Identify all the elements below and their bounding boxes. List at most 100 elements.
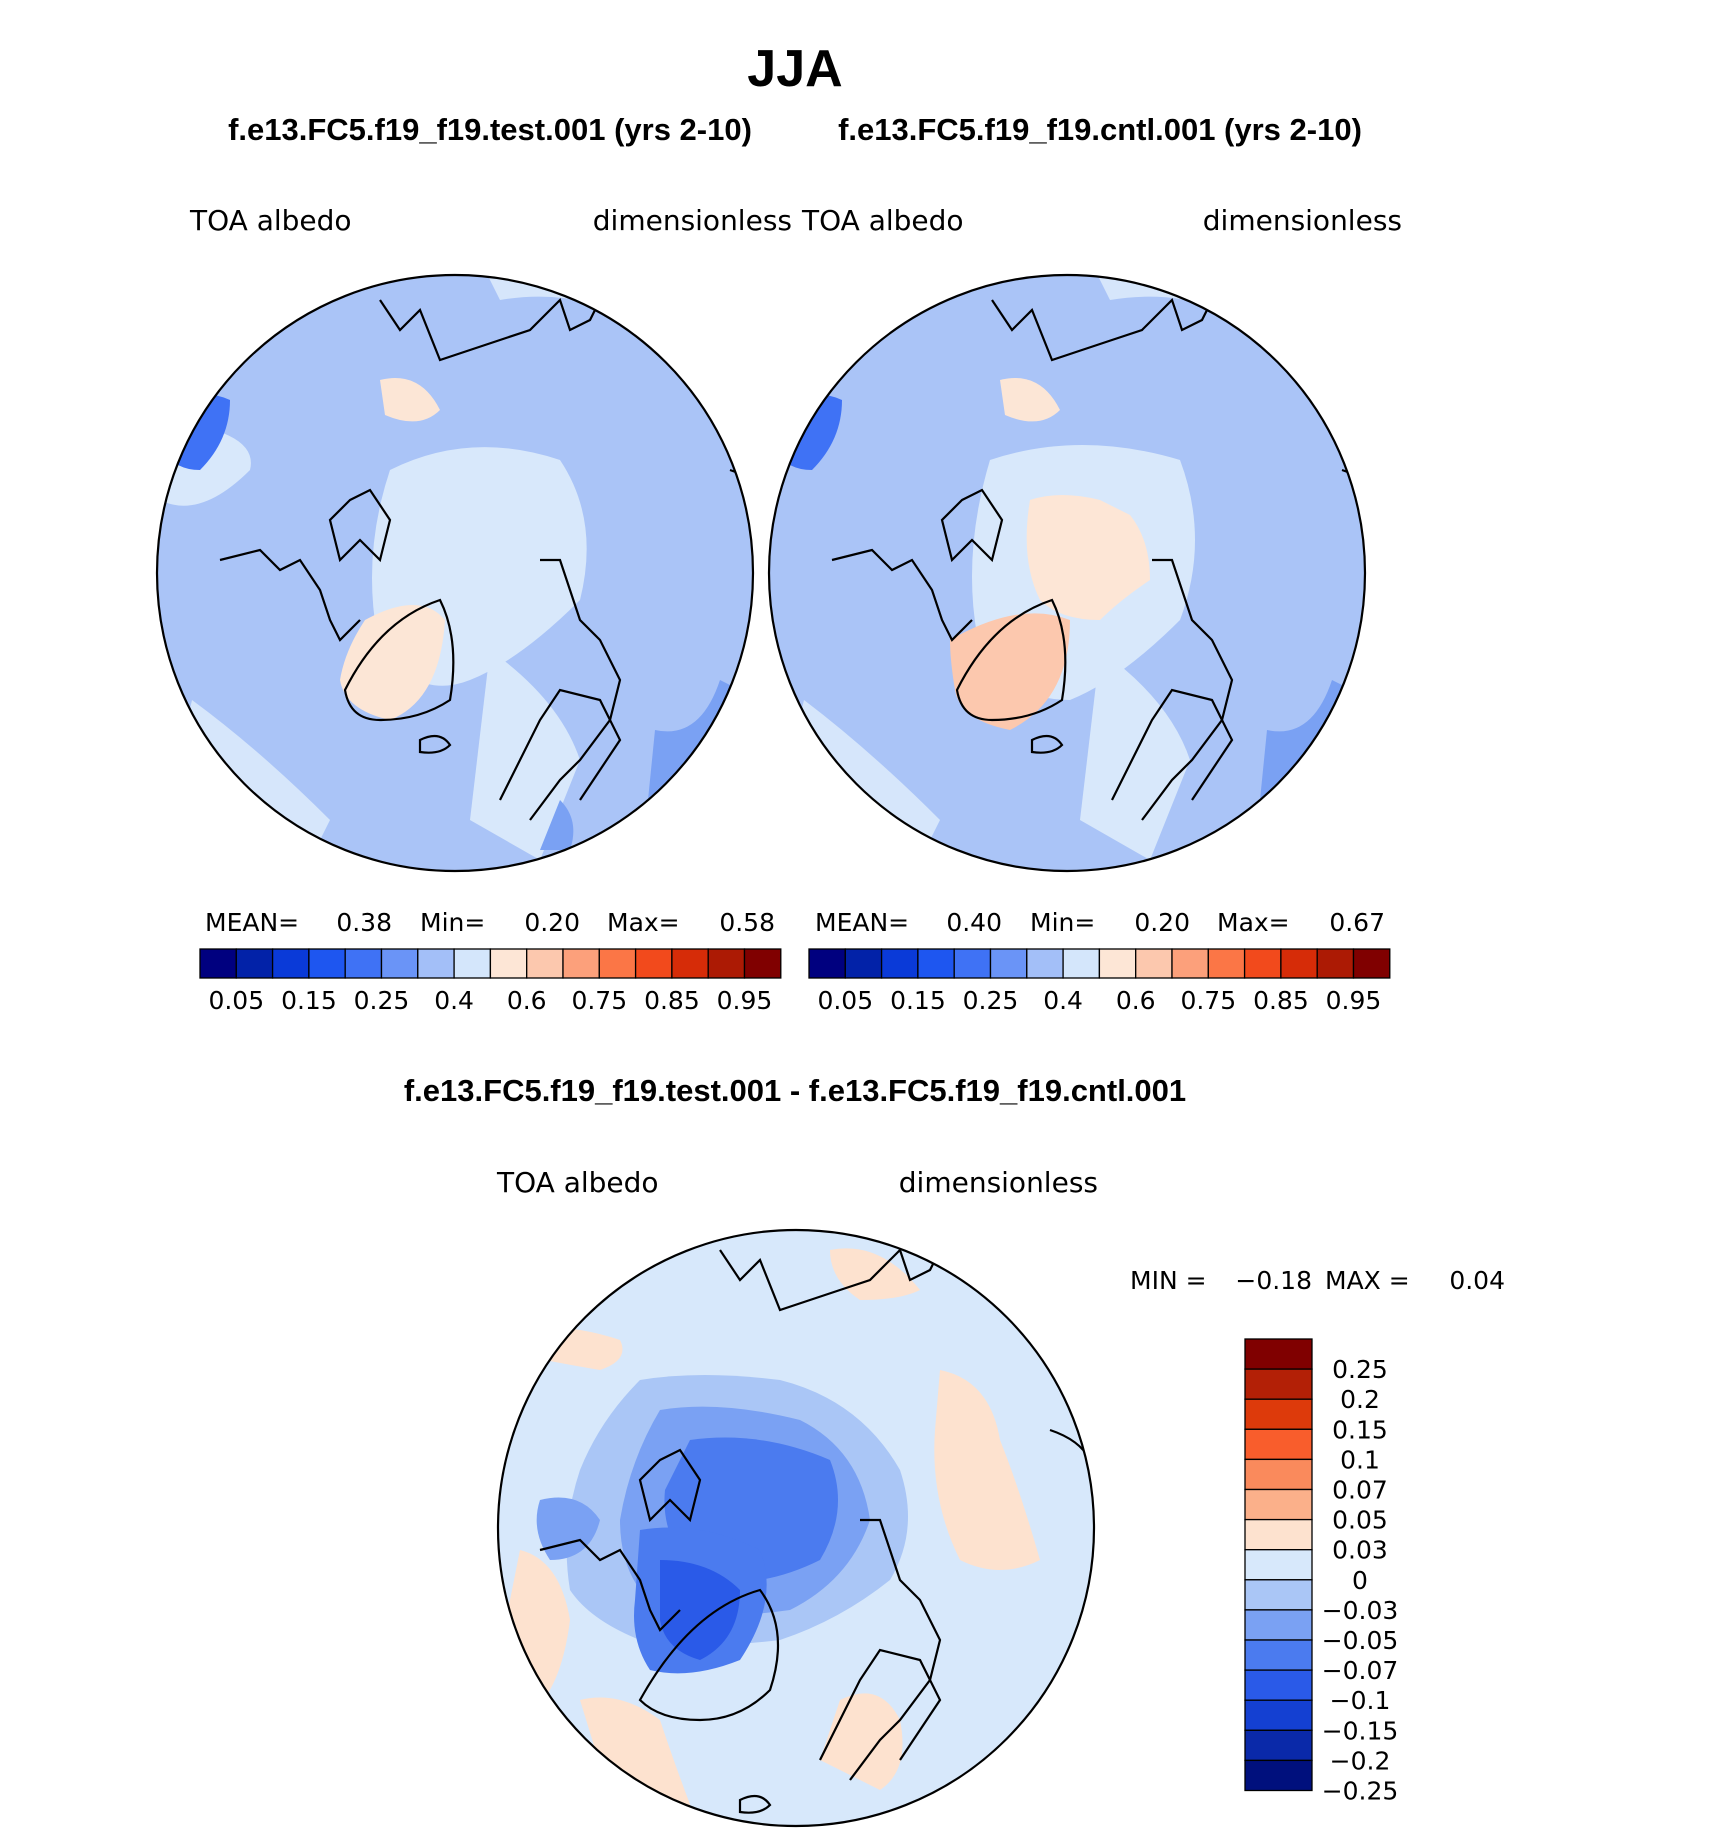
diff-colorbar-tick-label-9: −0.05 [1322,1626,1399,1655]
panel-a-max-label: Max= [607,908,680,937]
panel-b-min: 0.20 [1134,908,1190,937]
panel-b-colorbar-swatch-15 [1352,948,1391,979]
panel-b-map [767,273,1367,873]
panel-b-colorbar-swatch-6 [1026,948,1064,979]
panel-a-colorbar-swatch-1 [235,948,274,979]
panel-b-colorbar-tick-label-3: 0.4 [1043,986,1083,1015]
diff-colorbar-swatch-4 [1244,1458,1313,1491]
diff-colorbar-tick-label-6: 0.03 [1332,1536,1388,1565]
panel-a-colorbar-tick-label-6: 0.85 [644,986,700,1015]
panel-b-case-title: f.e13.FC5.f19_f19.cntl.001 (yrs 2-10) [838,112,1362,147]
panel-a-max: 0.58 [719,908,775,937]
panel-a-colorbar-tick-label-4: 0.6 [507,986,547,1015]
diff-colorbar-swatch-14 [1244,1759,1313,1792]
panel-a-colorbar-swatch-2 [271,948,310,979]
panel-b-stats: MEAN= 0.40 Min= 0.20 Max= 0.67 [815,908,1385,937]
panel-b-colorbar-swatch-4 [953,948,992,979]
panel-a-mean: 0.38 [336,908,392,937]
diff-colorbar-swatch-12 [1244,1699,1313,1731]
panel-a-colorbar-swatch-4 [344,948,383,979]
diff-colorbar-tick-label-4: 0.07 [1332,1476,1388,1505]
panel-b-colorbar-tick-label-6: 0.85 [1253,986,1309,1015]
panel-b-colorbar-swatch-14 [1316,948,1355,979]
diff-colorbar-swatch-8 [1244,1579,1313,1611]
panel-a-colorbar-tick-label-2: 0.25 [354,986,410,1015]
panel-b-colorbar-swatch-10 [1171,948,1209,979]
diff-colorbar-tick-label-7: 0 [1352,1566,1368,1595]
panel-b-colorbar-swatch-3 [917,948,955,979]
panel-a-colorbar-swatch-11 [598,948,637,979]
panel-b-max: 0.67 [1329,908,1385,937]
diff-max-label: MAX = [1325,1266,1410,1295]
panel-a-colorbar-swatch-15 [743,948,782,979]
diff-colorbar-tick-label-13: −0.2 [1330,1746,1391,1775]
panel-b-colorbar-swatch-7 [1062,948,1101,979]
panel-a-min-label: Min= [420,908,485,937]
diff-min: −0.18 [1235,1266,1312,1295]
panel-b-colorbar-swatch-11 [1207,948,1246,979]
diff-colorbar-tick-label-1: 0.2 [1340,1385,1380,1414]
panel-a-colorbar-swatch-10 [562,948,600,979]
panel-a-map [155,273,755,873]
panel-a-colorbar-swatch-8 [489,948,528,979]
panel-a-variable: TOA albedo [189,204,352,237]
panel-a-colorbar-swatch-9 [526,948,564,979]
diff-colorbar-tick-label-5: 0.05 [1332,1506,1388,1535]
panel-a-colorbar-swatch-13 [671,948,709,979]
panel-a-colorbar-tick-label-3: 0.4 [434,986,474,1015]
panel-a-colorbar-swatch-12 [634,948,673,979]
diff-colorbar-swatch-2 [1244,1398,1313,1430]
panel-a-units: dimensionless [593,204,792,237]
diff-colorbar-tick-label-8: −0.03 [1322,1596,1399,1625]
diff-colorbar-swatch-3 [1244,1428,1313,1461]
panel-b-colorbar-swatch-8 [1098,948,1137,979]
diff-variable: TOA albedo [496,1166,659,1199]
panel-b-max-label: Max= [1217,908,1290,937]
panel-b-colorbar-swatch-2 [880,948,919,979]
diff-colorbar-tick-label-10: −0.07 [1322,1656,1399,1685]
panel-b-colorbar-tick-label-1: 0.15 [890,986,946,1015]
panel-b-colorbar-tick-label-5: 0.75 [1180,986,1236,1015]
panel-b-colorbar-swatch-0 [808,948,846,979]
panel-b-colorbar-swatch-12 [1243,948,1282,979]
panel-a-mean-label: MEAN= [205,908,299,937]
panel-a-colorbar-swatch-6 [417,948,455,979]
diff-colorbar-tick-label-11: −0.1 [1330,1686,1391,1715]
diff-colorbar: 0.250.20.150.10.070.050.030−0.03−0.05−0.… [1244,1338,1399,1806]
diff-colorbar-swatch-9 [1244,1609,1313,1641]
diff-colorbar-swatch-5 [1244,1488,1313,1521]
panel-a-colorbar-swatch-7 [453,948,492,979]
panel-a-colorbar-swatch-14 [707,948,746,979]
panel-a-colorbar-tick-label-5: 0.75 [571,986,627,1015]
panel-b-min-label: Min= [1030,908,1095,937]
diff-colorbar-tick-label-0: 0.25 [1332,1355,1388,1384]
panel-b-colorbar-tick-label-0: 0.05 [817,986,873,1015]
panel-b-variable: TOA albedo [801,204,964,237]
panel-b-colorbar-tick-label-4: 0.6 [1116,986,1156,1015]
diff-units: dimensionless [899,1166,1098,1199]
diff-colorbar-tick-label-2: 0.15 [1332,1415,1388,1444]
panel-a-colorbar-tick-label-7: 0.95 [717,986,773,1015]
panel-a-colorbar-tick-label-0: 0.05 [208,986,264,1015]
panel-a-case-title: f.e13.FC5.f19_f19.test.001 (yrs 2-10) [228,112,752,147]
panel-b-colorbar-swatch-5 [989,948,1028,979]
diff-colorbar-swatch-10 [1244,1639,1313,1671]
panel-b-mean: 0.40 [946,908,1002,937]
diff-colorbar-swatch-0 [1244,1338,1313,1370]
diff-minmax: MIN = −0.18 MAX = 0.04 [1130,1266,1505,1295]
panel-b-colorbar-swatch-13 [1280,948,1318,979]
panel-b-units: dimensionless [1203,204,1402,237]
diff-colorbar-swatch-1 [1244,1368,1313,1400]
diff-colorbar-tick-label-14: −0.25 [1322,1777,1399,1806]
panel-a-colorbar-swatch-0 [199,948,237,979]
diff-colorbar-swatch-7 [1244,1549,1313,1581]
panel-a-colorbar-swatch-5 [380,948,419,979]
diff-title: f.e13.FC5.f19_f19.test.001 - f.e13.FC5.f… [404,1073,1186,1108]
diff-colorbar-swatch-6 [1244,1518,1313,1551]
diff-min-label: MIN = [1130,1266,1207,1295]
panel-b-colorbar: 0.05 0.15 0.25 0.4 0.6 0.75 0.85 0.95 [808,948,1391,1015]
panel-b-colorbar-swatch-1 [844,948,883,979]
panel-b-mean-label: MEAN= [815,908,909,937]
season-title: JJA [747,40,842,98]
